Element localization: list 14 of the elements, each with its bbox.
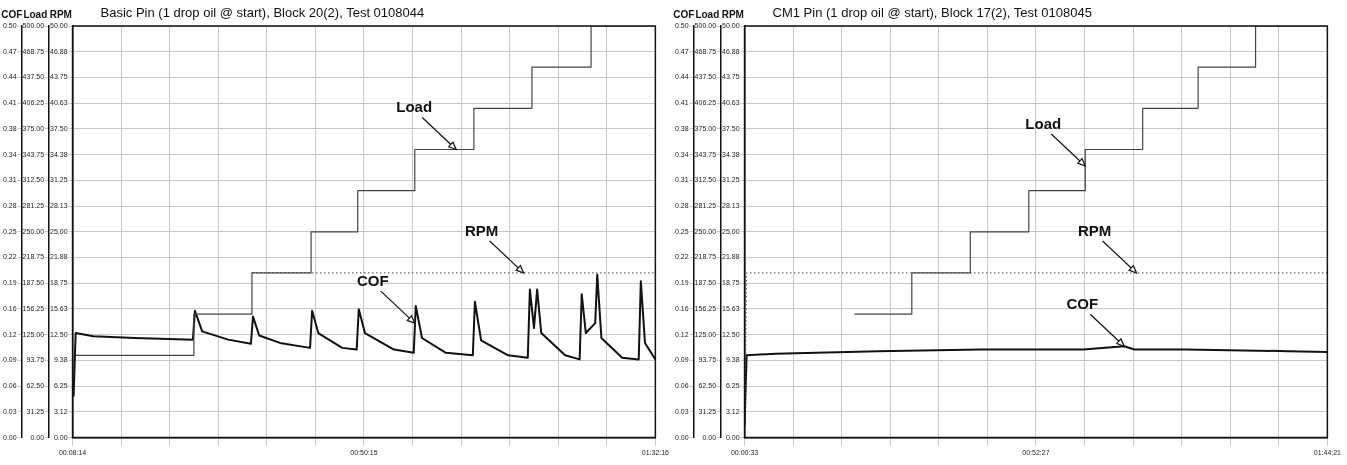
- y-axis-title: COF: [1, 8, 23, 20]
- y-axis-title: COF: [673, 8, 695, 20]
- annotation: Load: [1025, 114, 1062, 132]
- annotation: RPM: [1077, 221, 1112, 239]
- annotation: Load: [396, 98, 433, 116]
- annotation: COF: [1066, 294, 1099, 312]
- y2-axis-title: Load: [695, 8, 720, 20]
- annotation: RPM: [464, 221, 499, 239]
- y3-axis-title: RPM: [721, 8, 744, 20]
- chart-title: Basic Pin (1 drop oil @ start), Block 20(2), Test 0108044: [100, 5, 425, 21]
- chart-title: CM1 Pin (1 drop oil @ start), Block 17(2), Test 0108045: [772, 5, 1092, 21]
- annotation: COF: [356, 271, 389, 289]
- y2-axis-title: Load: [23, 8, 48, 20]
- y3-axis-title: RPM: [49, 8, 72, 20]
